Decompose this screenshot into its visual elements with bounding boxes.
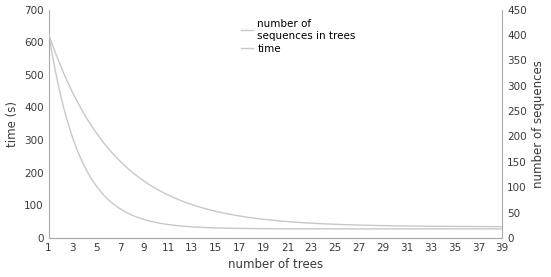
Y-axis label: time (s): time (s) [6,101,19,147]
Y-axis label: number of sequences: number of sequences [532,60,545,188]
Legend: number of
sequences in trees, time: number of sequences in trees, time [241,19,355,54]
X-axis label: number of trees: number of trees [228,258,323,271]
